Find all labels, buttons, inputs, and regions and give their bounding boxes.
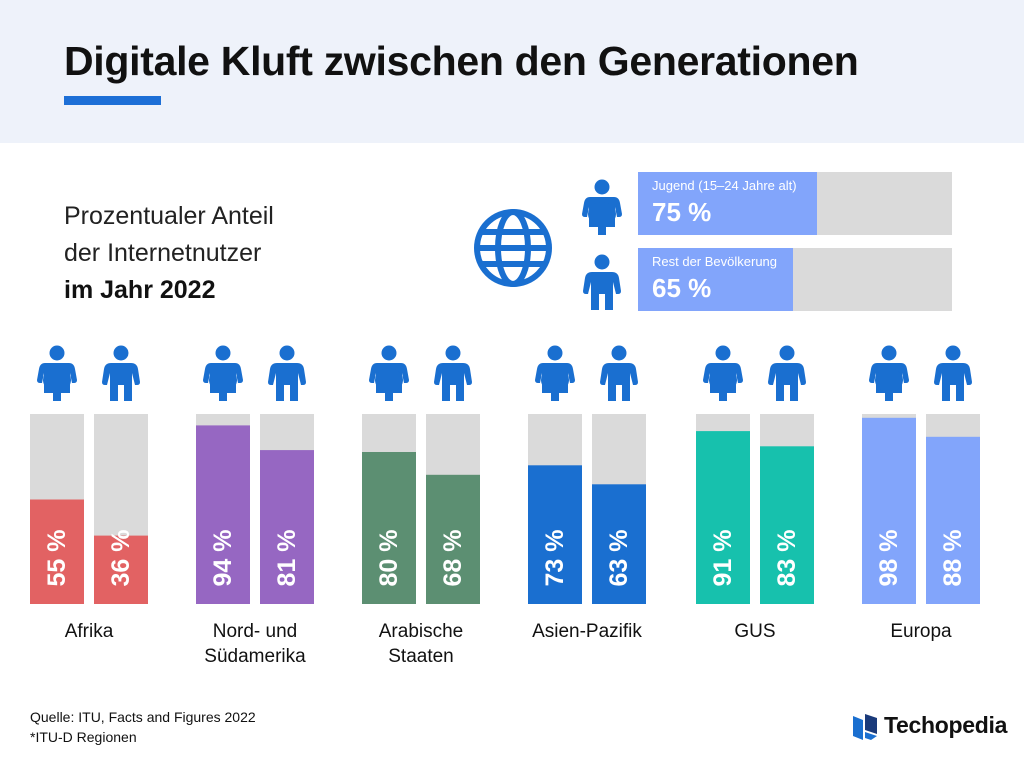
region-label: Arabische Staaten	[336, 619, 506, 669]
bar-value-label: 91 %	[709, 530, 737, 587]
brand-name: Techopedia	[884, 712, 1008, 738]
region-label: Afrika	[4, 619, 174, 644]
bar-value-label: 94 %	[209, 530, 237, 587]
bar-value-label: 55 %	[43, 530, 71, 587]
bar-value-label: 73 %	[541, 530, 569, 587]
bar-value-label: 81 %	[273, 530, 301, 587]
legend-bar-rest: Rest der Bevölkerung 65 %	[638, 248, 952, 311]
bar-value-label: 36 %	[107, 530, 135, 587]
bar-youth	[696, 431, 750, 604]
youth-person-icon	[869, 345, 909, 401]
source-line-1: Quelle: ITU, Facts and Figures 2022	[30, 709, 256, 725]
subtitle-line-1: Prozentualer Anteil	[64, 202, 274, 230]
youth-person-icon	[369, 345, 409, 401]
globe-icon	[474, 209, 552, 287]
subtitle-line-3: im Jahr 2022	[64, 276, 216, 304]
bar-rest	[426, 474, 480, 604]
bar-value-label: 98 %	[875, 530, 903, 587]
adult-person-icon	[934, 345, 972, 401]
bar-youth	[30, 499, 84, 604]
legend-bar-youth: Jugend (15–24 Jahre alt) 75 %	[638, 172, 952, 235]
legend-value-youth: 75 %	[652, 197, 712, 227]
region-label: Europa	[836, 619, 1006, 644]
youth-person-icon	[582, 179, 622, 235]
region-label-line: Staaten	[388, 646, 454, 667]
youth-person-icon	[37, 345, 77, 401]
bar-youth	[528, 465, 582, 604]
bar-value-label: 83 %	[773, 530, 801, 587]
bar-value-label: 88 %	[939, 530, 967, 587]
region-label-line: Südamerika	[204, 646, 306, 667]
region-label-line: Europa	[890, 621, 952, 642]
bar-rest	[94, 535, 148, 604]
header	[0, 0, 1024, 143]
region-label-line: Nord- und	[212, 621, 298, 642]
bar-rest	[760, 446, 814, 604]
youth-person-icon	[203, 345, 243, 401]
region-label: Nord- und Südamerika	[170, 619, 340, 669]
adult-person-icon	[583, 254, 621, 310]
adult-person-icon	[268, 345, 306, 401]
youth-person-icon	[535, 345, 575, 401]
region-label-line: Asien-Pazifik	[532, 621, 642, 642]
region-label-line: Arabische	[378, 621, 464, 642]
bar-youth	[362, 452, 416, 604]
bar-rest	[926, 436, 980, 604]
source-note: Quelle: ITU, Facts and Figures 2022 *ITU…	[30, 707, 256, 747]
legend-fill-rest	[638, 248, 794, 311]
adult-person-icon	[434, 345, 472, 401]
legend-fill-youth	[638, 172, 818, 235]
bar-youth	[196, 425, 250, 604]
adult-person-icon	[102, 345, 140, 401]
bar-value-label: 63 %	[605, 530, 633, 587]
region-label: GUS	[670, 619, 840, 644]
youth-person-icon	[703, 345, 743, 401]
legend-label-rest: Rest der Bevölkerung	[652, 254, 778, 269]
region-label: Asien-Pazifik	[502, 619, 672, 644]
source-line-2: *ITU-D Regionen	[30, 729, 137, 745]
bar-value-label: 68 %	[439, 530, 467, 587]
techopedia-logo-icon	[853, 714, 877, 740]
adult-person-icon	[600, 345, 638, 401]
bar-youth	[862, 417, 916, 604]
bar-value-label: 80 %	[375, 530, 403, 587]
title-underline	[64, 96, 161, 105]
bar-rest	[592, 484, 646, 604]
chart-subtitle: Prozentualer Anteil der Internetnutzer i…	[64, 198, 394, 309]
region-label-line: GUS	[734, 621, 776, 642]
legend-label-youth: Jugend (15–24 Jahre alt)	[652, 178, 797, 193]
page-title: Digitale Kluft zwischen den Generationen	[64, 38, 859, 84]
bar-rest	[260, 450, 314, 604]
adult-person-icon	[768, 345, 806, 401]
region-label-line: Afrika	[64, 621, 114, 642]
subtitle-line-2: der Internetnutzer	[64, 239, 262, 267]
legend-value-rest: 65 %	[652, 273, 712, 303]
